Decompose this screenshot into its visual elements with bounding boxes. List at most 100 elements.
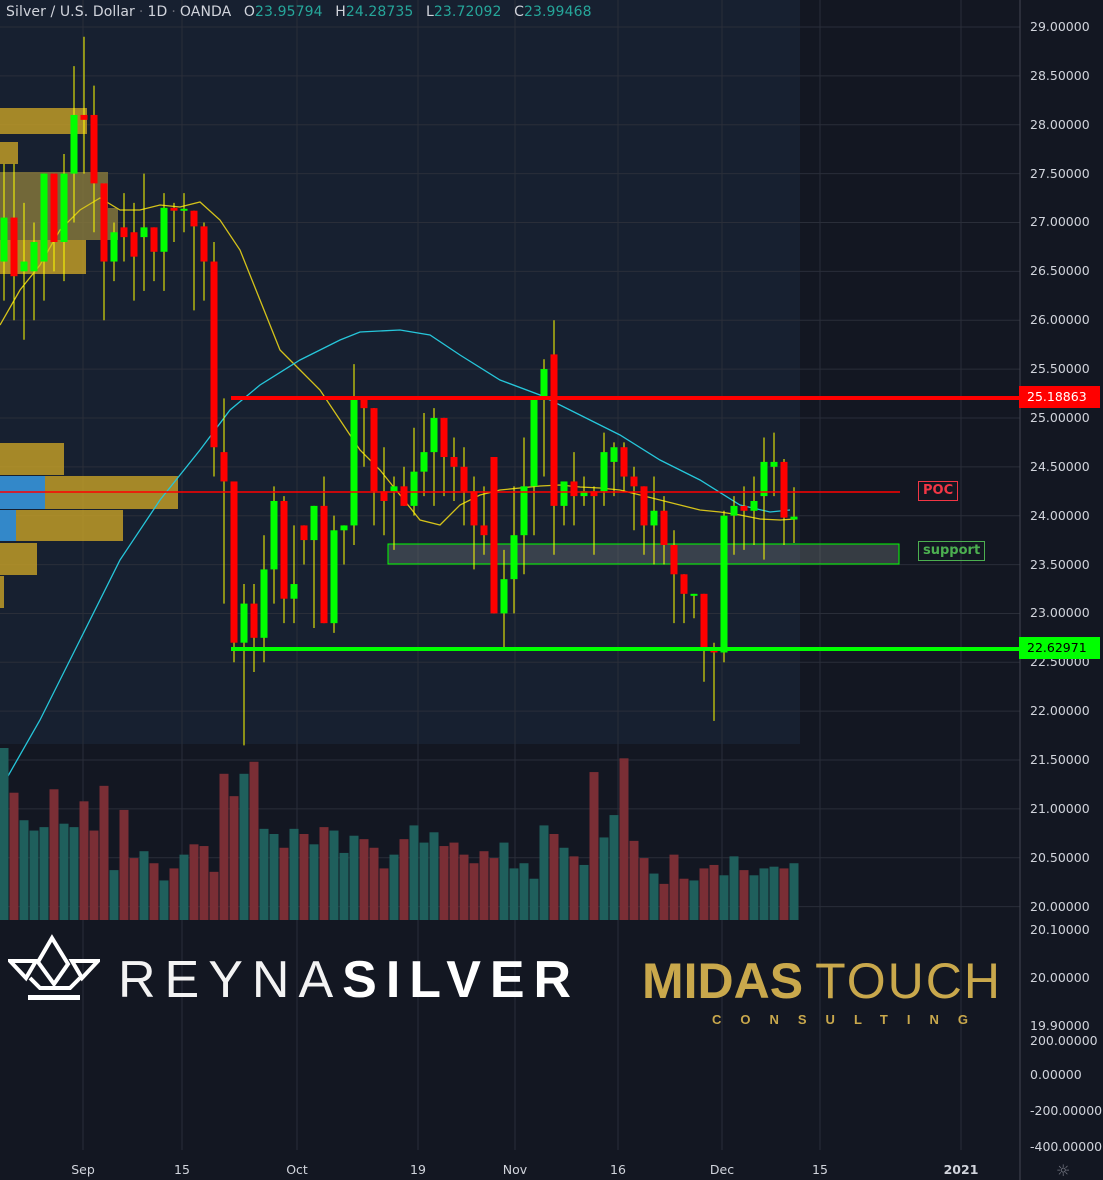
candle-body	[210, 261, 218, 448]
price-tick: 24.50000	[1030, 458, 1090, 474]
price-tick: 25.50000	[1030, 361, 1090, 377]
high-value: 24.28735	[345, 4, 414, 20]
volume-bar	[69, 827, 79, 920]
volume-bar	[19, 820, 29, 920]
volume-bar	[549, 834, 559, 920]
candle-body	[600, 452, 608, 492]
candle-body	[100, 183, 108, 262]
fast-moving-average-line	[0, 197, 796, 526]
candle-body	[20, 261, 28, 272]
price-tick: 23.50000	[1030, 556, 1090, 572]
symbol-header: Silver / U.S. Dollar · 1D · OANDA O23.95794 …	[6, 4, 592, 20]
volume-bar	[419, 842, 429, 920]
volume-bar	[39, 827, 49, 920]
volume-bar	[289, 828, 299, 920]
candle-body	[430, 417, 438, 453]
exchange: OANDA	[179, 4, 232, 20]
poc-label[interactable]: POC	[918, 481, 959, 501]
volume-bar	[599, 837, 609, 920]
settings-gear-icon[interactable]: ☼	[1056, 1161, 1071, 1180]
oscillator-tick: -200.00000	[1030, 1103, 1103, 1118]
interval[interactable]: 1D	[147, 4, 168, 20]
candle-body	[110, 232, 118, 262]
candle-body	[700, 593, 708, 648]
volume-bar	[29, 830, 39, 920]
volume-bars	[0, 748, 799, 920]
price-tick: 27.00000	[1030, 214, 1090, 230]
close-value: 23.99468	[523, 4, 592, 20]
volume-bar	[499, 842, 509, 920]
volume-bar	[749, 875, 759, 920]
volume-bar	[679, 878, 689, 920]
volume-bar	[529, 878, 539, 920]
volume-bar	[699, 868, 709, 920]
candle-body	[620, 447, 628, 477]
candle-body	[140, 227, 148, 238]
volume-profile-bar	[0, 443, 64, 475]
candle-body	[70, 114, 78, 174]
candle-body	[280, 500, 288, 599]
volume-bar	[719, 875, 729, 920]
volume-bar	[309, 844, 319, 920]
candle-body	[650, 510, 658, 526]
volume-bar	[209, 871, 219, 920]
support-price-badge: 22.62971	[1019, 637, 1100, 659]
time-tick: 16	[610, 1162, 626, 1177]
volume-bar	[429, 832, 439, 920]
volume-bar	[669, 854, 679, 920]
candle-body	[310, 505, 318, 541]
support-label[interactable]: support	[918, 541, 986, 561]
candle-body	[530, 398, 538, 487]
candle-body	[370, 408, 378, 492]
volume-bar	[639, 858, 649, 920]
volume-bar	[789, 863, 799, 920]
candle-body	[510, 535, 518, 580]
volume-bar	[139, 851, 149, 920]
reyna-silver-logo: REYNASILVER	[118, 951, 581, 1009]
candle-body	[360, 398, 368, 409]
volume-bar	[629, 840, 639, 920]
middle-pane-tick: 20.10000	[1030, 922, 1090, 937]
time-tick: 19	[410, 1162, 426, 1177]
volume-bar	[539, 825, 549, 920]
volume-bar	[9, 792, 19, 920]
volume-bar	[159, 880, 169, 920]
resistance-price-badge: 25.18863	[1019, 386, 1100, 408]
volume-bar	[739, 870, 749, 920]
price-tick: 27.50000	[1030, 165, 1090, 181]
candle-body	[400, 486, 408, 506]
volume-bar	[709, 864, 719, 920]
low-label: L	[426, 4, 434, 20]
volume-bar	[189, 844, 199, 920]
candle-body	[130, 232, 138, 257]
price-tick: 21.50000	[1030, 752, 1090, 768]
candle-body	[590, 491, 598, 497]
candle-body	[520, 486, 528, 536]
grid-lines	[0, 0, 1021, 1180]
volume-bar	[379, 868, 389, 920]
price-tick: 21.00000	[1030, 800, 1090, 816]
horizontal-levels[interactable]	[0, 396, 1020, 651]
candle-body	[30, 242, 38, 272]
volume-profile-bar	[0, 208, 118, 240]
middle-pane-tick: 20.00000	[1030, 970, 1090, 985]
price-tick: 20.50000	[1030, 849, 1090, 865]
high-label: H	[335, 4, 346, 20]
candle-body	[330, 530, 338, 624]
candle-body	[10, 217, 18, 277]
crown-icon	[8, 934, 100, 1000]
oscillator-tick: 200.00000	[1030, 1033, 1098, 1048]
symbol-name[interactable]: Silver / U.S. Dollar	[6, 4, 135, 20]
volume-profile-bar	[0, 576, 4, 608]
candle-body	[160, 207, 168, 252]
time-tick: Oct	[286, 1162, 308, 1177]
volume-bar	[299, 834, 309, 920]
volume-bar	[569, 856, 579, 920]
volume-bar	[689, 880, 699, 920]
volume-bar	[409, 825, 419, 920]
volume-profile-bar	[0, 510, 123, 541]
candle-body	[120, 227, 128, 238]
candle-body	[380, 491, 388, 501]
candle-body	[630, 476, 638, 487]
